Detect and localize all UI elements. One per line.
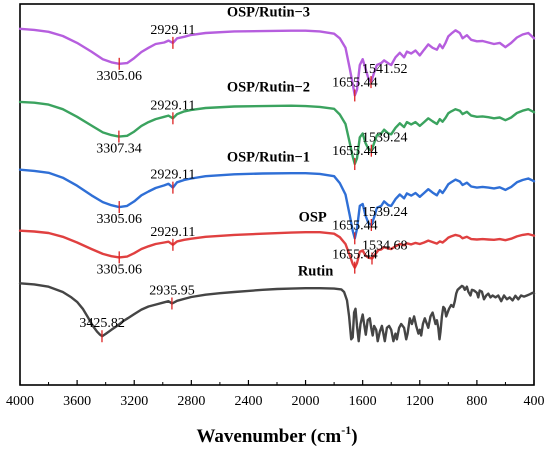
peak-label: 3307.34: [96, 142, 142, 157]
peak-label: 1534.68: [362, 239, 408, 254]
x-axis-ticks: 4000 3600 3200 2800 2400 2000 1600 1200 800 400: [6, 380, 545, 409]
label-layer: OSP/Rutin−3 OSP/Rutin−2 OSP/Rutin−1 OSP Ruti…: [79, 5, 407, 332]
peak-marker-layer: [101, 36, 373, 343]
series-label-osp-rutin-3: OSP/Rutin−3: [227, 5, 310, 21]
x-axis-title-superscript: -1: [341, 423, 351, 437]
peak-label: 1655.44: [332, 248, 378, 263]
peak-label: 2929.11: [150, 225, 195, 240]
series-label-osp: OSP: [299, 210, 327, 226]
x-tick-label: 2000: [292, 394, 320, 409]
x-tick-label: 800: [466, 394, 487, 409]
x-tick-label: 1600: [349, 394, 377, 409]
peak-label: 2929.11: [150, 23, 195, 38]
series-label-osp-rutin-1: OSP/Rutin−1: [227, 149, 310, 165]
x-tick-label: 2800: [177, 394, 205, 409]
peak-label: 1655.44: [332, 144, 378, 159]
peak-label: 1539.24: [362, 131, 408, 146]
peak-label: 3425.82: [79, 316, 125, 331]
x-axis-title-main: Wavenumber (cm: [196, 426, 341, 447]
peak-label: 1655.44: [332, 75, 378, 90]
series-label-rutin: Rutin: [298, 264, 333, 280]
peak-label: 2935.95: [149, 283, 195, 298]
x-tick-label: 400: [524, 394, 545, 409]
peak-label: 3305.06: [96, 262, 142, 277]
x-tick-label: 1200: [406, 394, 434, 409]
peak-label: 1539.24: [362, 205, 408, 220]
peak-label: 3305.06: [96, 69, 142, 84]
series-label-osp-rutin-2: OSP/Rutin−2: [227, 79, 310, 95]
x-tick-label: 2400: [234, 394, 262, 409]
x-axis-title: Wavenumber (cm-1): [196, 423, 357, 447]
peak-label: 1655.44: [332, 218, 378, 233]
x-axis-title-close: ): [351, 426, 357, 447]
peak-label: 3305.06: [96, 212, 142, 227]
peak-label: 1541.52: [362, 62, 408, 77]
x-tick-label: 3600: [63, 394, 91, 409]
series-line-osp-rutin-3: [18, 27, 536, 97]
series-layer: [18, 27, 536, 343]
peak-label: 2929.11: [150, 168, 195, 183]
series-line-osp: [18, 229, 536, 269]
series-line-osp-rutin-1: [18, 168, 536, 240]
x-tick-label: 4000: [6, 394, 34, 409]
series-line-osp-rutin-2: [18, 100, 536, 166]
x-tick-label: 3200: [120, 394, 148, 409]
series-line-rutin: [18, 282, 536, 343]
peak-label: 2929.11: [150, 98, 195, 113]
